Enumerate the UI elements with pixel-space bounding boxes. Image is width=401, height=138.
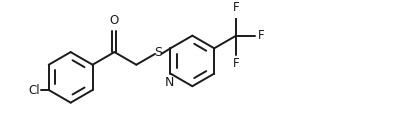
Text: F: F: [232, 1, 239, 14]
Text: N: N: [164, 76, 174, 89]
Text: Cl: Cl: [29, 83, 41, 96]
Text: S: S: [154, 46, 162, 59]
Text: F: F: [232, 57, 239, 70]
Text: O: O: [109, 14, 119, 27]
Text: F: F: [257, 29, 264, 42]
